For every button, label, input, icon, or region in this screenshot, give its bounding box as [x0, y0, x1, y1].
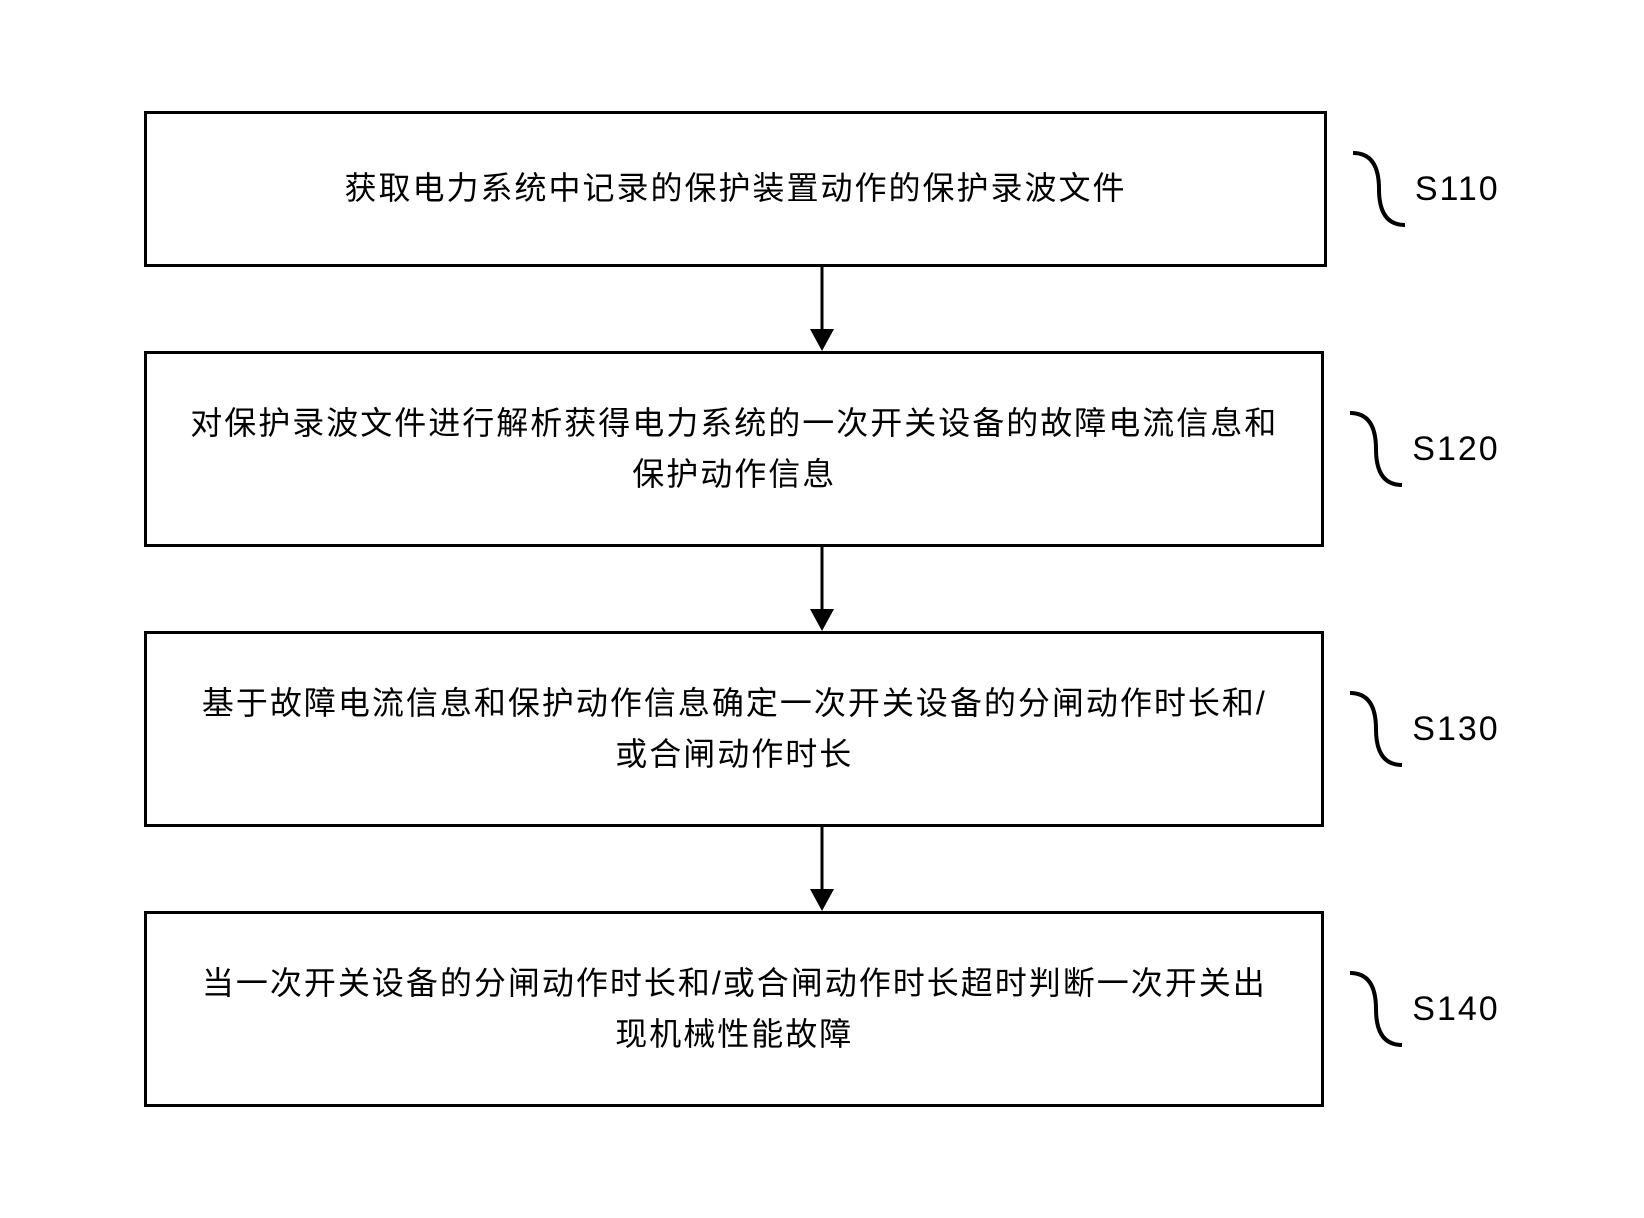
step-text: 当一次开关设备的分闸动作时长和/或合闸动作时长超时判断一次开关出现机械性能故障 [187, 958, 1281, 1060]
step-row: 对保护录波文件进行解析获得电力系统的一次开关设备的故障电流信息和保护动作信息 S… [144, 351, 1499, 547]
flowchart-container: 获取电力系统中记录的保护装置动作的保护录波文件 S110 对保护录波文件进行解析… [64, 71, 1579, 1147]
curve-connector-icon [1351, 149, 1407, 229]
arrow-container [232, 547, 1412, 631]
step-row: 当一次开关设备的分闸动作时长和/或合闸动作时长超时判断一次开关出现机械性能故障 … [144, 911, 1499, 1107]
step-row: 基于故障电流信息和保护动作信息确定一次开关设备的分闸动作时长和/或合闸动作时长 … [144, 631, 1499, 827]
step-box-s140: 当一次开关设备的分闸动作时长和/或合闸动作时长超时判断一次开关出现机械性能故障 [144, 911, 1324, 1107]
arrow-down-icon [807, 547, 837, 631]
label-container: S130 [1348, 689, 1499, 769]
arrow-container [232, 267, 1412, 351]
label-container: S140 [1348, 969, 1499, 1049]
step-text: 对保护录波文件进行解析获得电力系统的一次开关设备的故障电流信息和保护动作信息 [187, 398, 1281, 500]
arrow-down-icon [807, 267, 837, 351]
step-label: S130 [1412, 710, 1499, 749]
step-label: S120 [1412, 430, 1499, 469]
step-box-s110: 获取电力系统中记录的保护装置动作的保护录波文件 [144, 111, 1327, 267]
label-container: S120 [1348, 409, 1499, 489]
step-text: 基于故障电流信息和保护动作信息确定一次开关设备的分闸动作时长和/或合闸动作时长 [187, 678, 1281, 780]
arrow-down-icon [807, 827, 837, 911]
step-box-s130: 基于故障电流信息和保护动作信息确定一次开关设备的分闸动作时长和/或合闸动作时长 [144, 631, 1324, 827]
curve-connector-icon [1348, 689, 1404, 769]
step-label: S140 [1412, 990, 1499, 1029]
curve-connector-icon [1348, 409, 1404, 489]
step-text: 获取电力系统中记录的保护装置动作的保护录波文件 [345, 163, 1127, 214]
label-container: S110 [1351, 149, 1500, 229]
step-box-s120: 对保护录波文件进行解析获得电力系统的一次开关设备的故障电流信息和保护动作信息 [144, 351, 1324, 547]
step-label: S110 [1415, 170, 1500, 209]
arrow-container [232, 827, 1412, 911]
curve-connector-icon [1348, 969, 1404, 1049]
step-row: 获取电力系统中记录的保护装置动作的保护录波文件 S110 [144, 111, 1499, 267]
